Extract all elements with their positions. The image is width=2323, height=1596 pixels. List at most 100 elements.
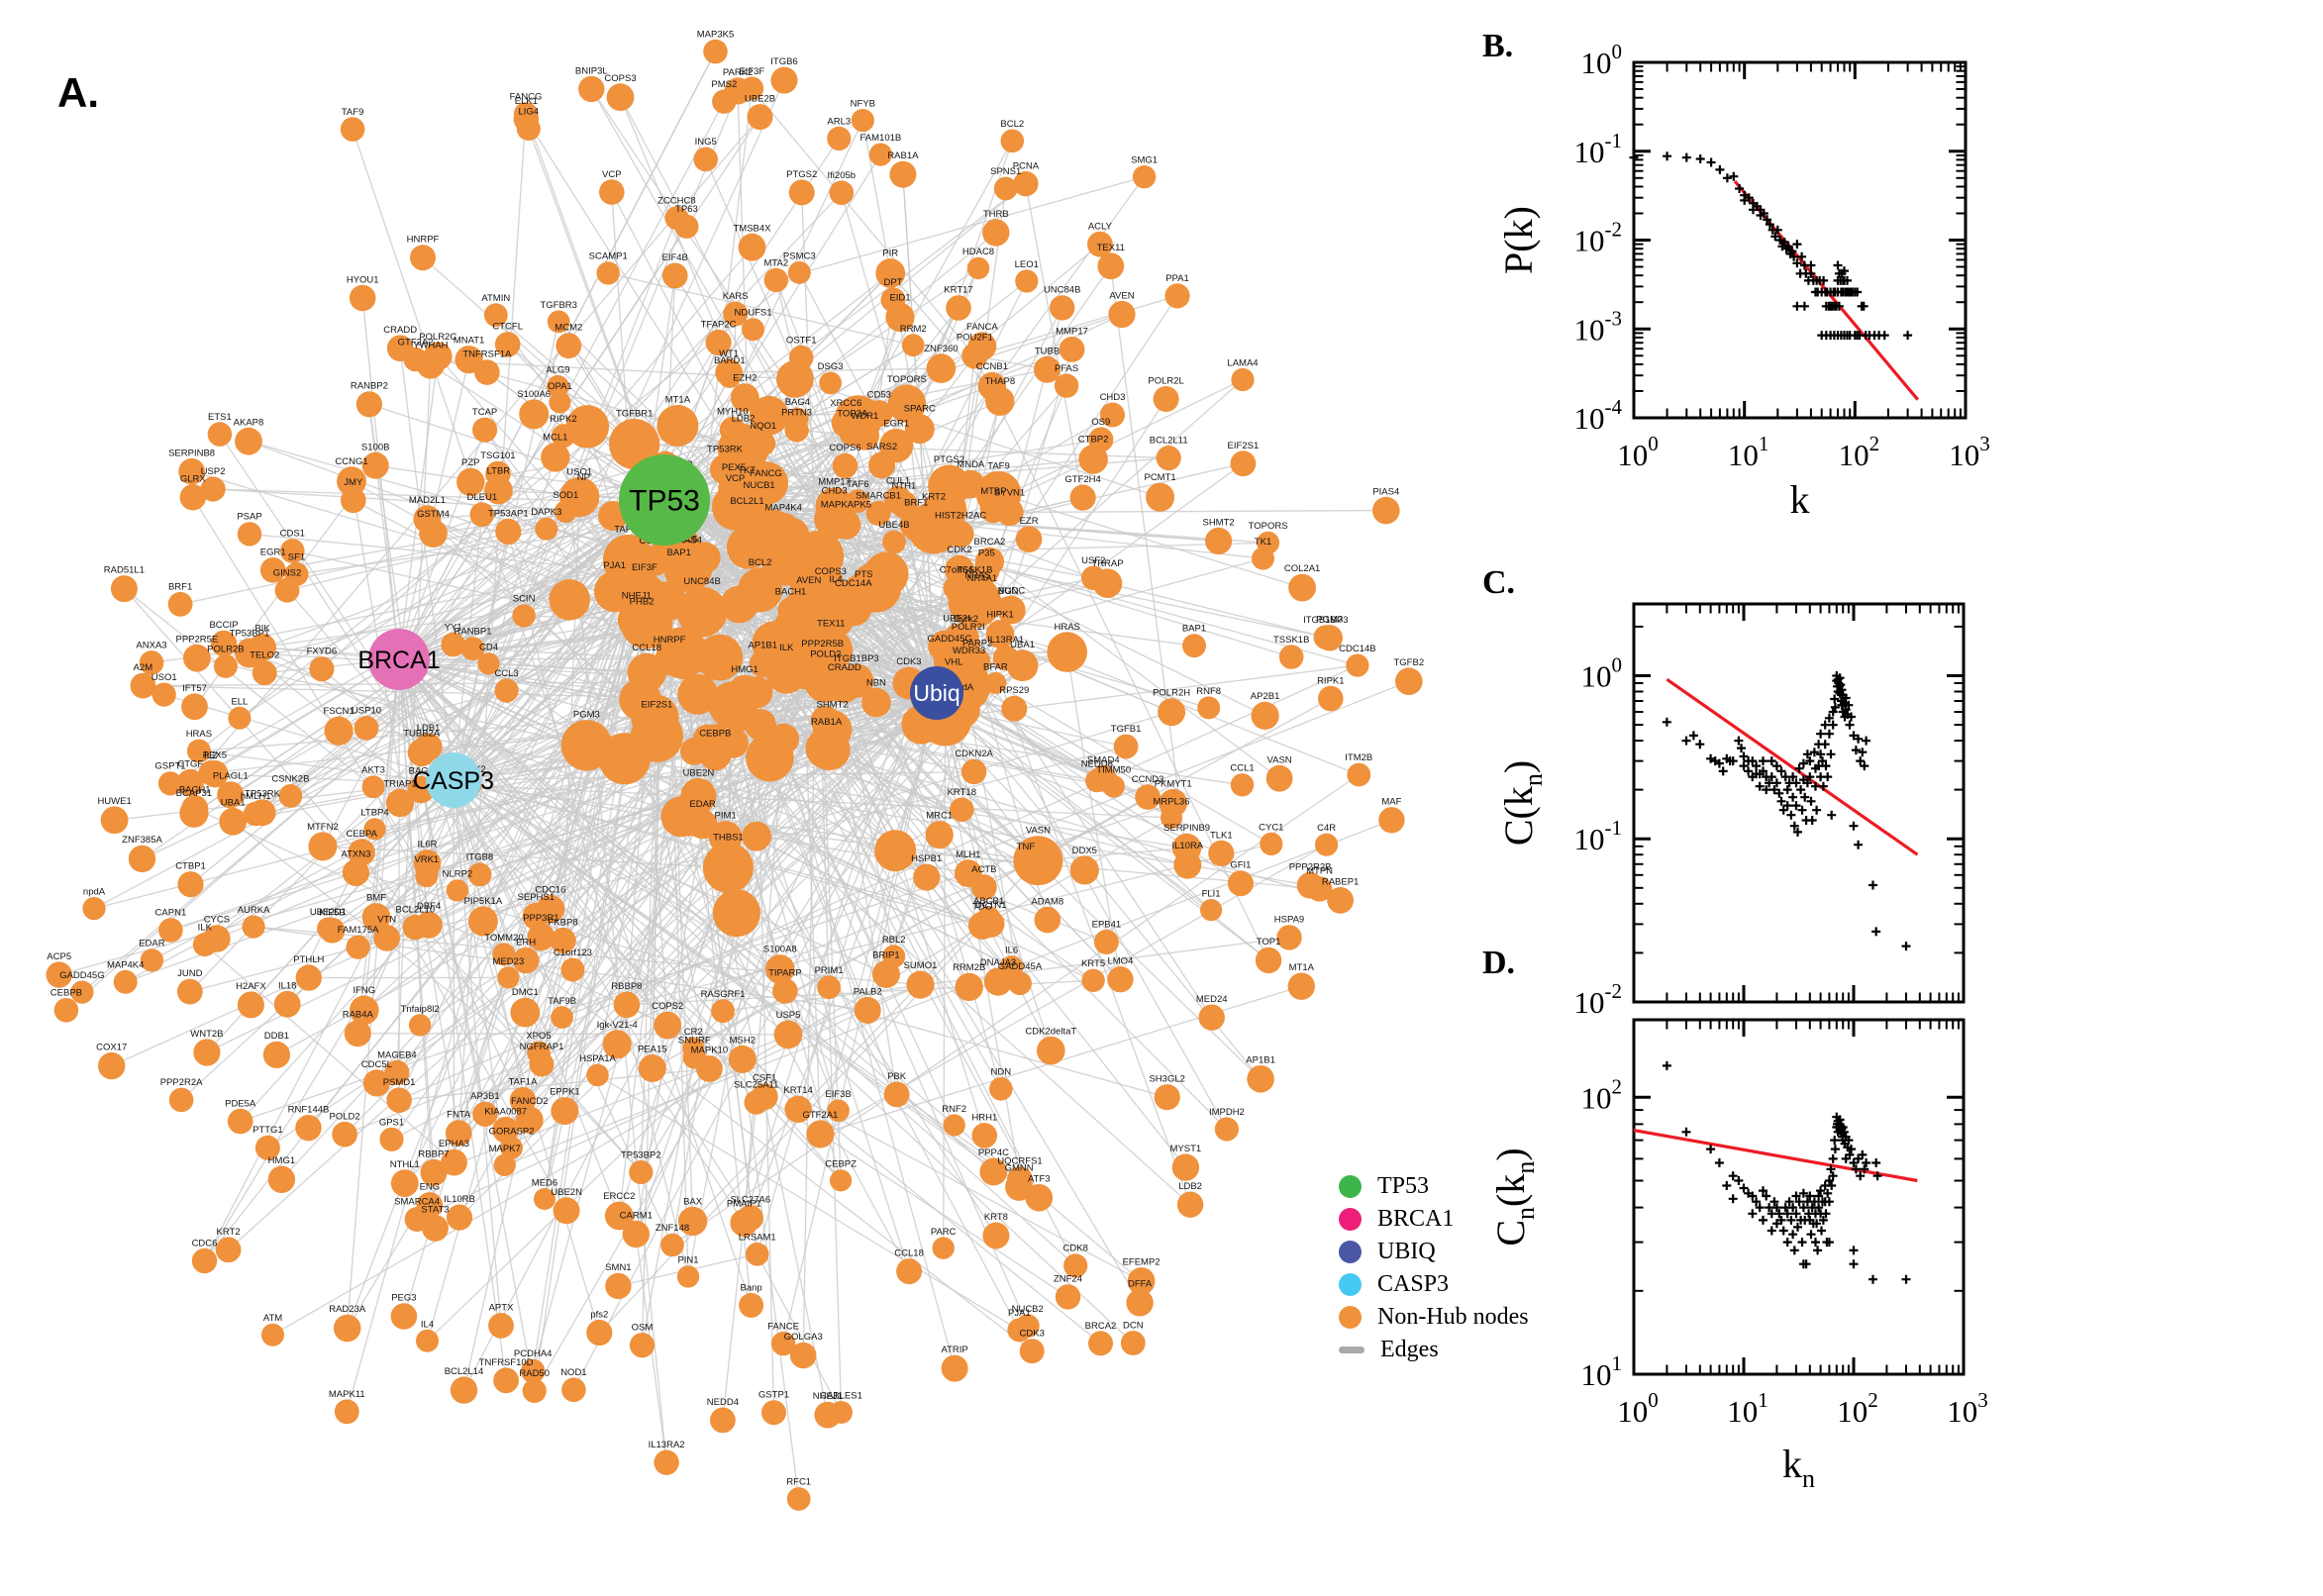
network-edge [398, 658, 1076, 1266]
network-node [259, 557, 286, 583]
network-node [386, 335, 414, 362]
network-node [512, 947, 540, 974]
network-edge [458, 664, 1024, 1219]
gene-label: CDS1 [280, 529, 305, 540]
network-node [1146, 482, 1175, 512]
hub-label-brca1: BRCA1 [357, 647, 440, 674]
data-point [1734, 736, 1744, 746]
gene-label: SMARCB1 [856, 491, 901, 502]
gene-label: TSSK1B [1273, 635, 1309, 646]
gene-label: MTFN2 [307, 822, 339, 833]
network-node [790, 556, 844, 611]
gene-label: CEBPB [50, 988, 82, 999]
network-node [889, 160, 917, 188]
gene-label: MMP17 [818, 477, 851, 488]
gene-label: CCL1 [1230, 763, 1254, 774]
data-point [1805, 756, 1815, 766]
data-point [1740, 195, 1750, 205]
network-node [739, 1292, 764, 1318]
network-node [493, 1153, 516, 1177]
gene-label: P35 [978, 549, 995, 559]
network-node [386, 1087, 412, 1113]
network-node [817, 975, 841, 1000]
data-point [1872, 1171, 1882, 1181]
gene-label: LTBR [487, 466, 511, 477]
data-point [1847, 1145, 1856, 1154]
network-node [983, 967, 1013, 996]
data-point [1827, 810, 1837, 820]
network-node [179, 484, 206, 511]
gene-label: ZNF360 [924, 344, 958, 354]
data-point [1824, 729, 1834, 739]
gene-label: MRC1 [926, 811, 953, 822]
gene-label: TMSB4X [733, 223, 771, 234]
gene-label: TGFB2 [1393, 657, 1424, 668]
network-edge [663, 153, 881, 501]
gene-label: ERCC2 [603, 1191, 635, 1202]
network-node [960, 758, 987, 785]
gene-label: IFNG [353, 985, 375, 996]
network-node [522, 1378, 547, 1403]
gene-label: GINS2 [273, 567, 302, 578]
data-point [1763, 215, 1771, 225]
gene-label: THRB [983, 209, 1009, 220]
data-point [1662, 717, 1671, 727]
y-tick-label: 10-1 [1574, 129, 1623, 169]
gene-label: PJA1 [603, 560, 626, 571]
gene-label: RANBP2 [351, 381, 388, 392]
network-node [761, 1400, 786, 1426]
data-point [1816, 749, 1826, 759]
network-node [1000, 129, 1025, 153]
network-node [1054, 373, 1079, 398]
gene-label: DPT [884, 277, 903, 288]
data-point [1860, 761, 1869, 771]
hub-node-casp3 [426, 752, 481, 808]
data-point [1841, 693, 1851, 703]
gene-label: RAB1A [811, 717, 843, 728]
network-node [1171, 833, 1202, 863]
network-node [1227, 870, 1254, 897]
gene-label: TELO2 [250, 650, 279, 661]
data-point [1830, 1136, 1840, 1146]
network-edge [453, 779, 1040, 1199]
gene-label: RAB4A [343, 1010, 374, 1021]
data-point [1771, 761, 1781, 771]
data-point [1826, 749, 1836, 759]
data-point [1823, 772, 1833, 782]
network-node [1090, 764, 1117, 792]
gene-label: CDC6 [192, 1238, 218, 1248]
gene-label: ZNF24 [1054, 1274, 1082, 1285]
gene-label: PPP2R5E [176, 634, 219, 645]
network-node [1059, 337, 1085, 362]
data-point [1871, 927, 1881, 937]
network-node [629, 1159, 654, 1185]
network-node [742, 821, 771, 851]
network-node [596, 261, 620, 285]
y-tick-label: 10-2 [1574, 979, 1623, 1020]
gene-label: MAP4K4 [764, 502, 802, 513]
gene-label: XRCC6 [830, 398, 861, 409]
gene-label: PMS2 [711, 79, 737, 90]
gene-label: MAD2L1 [409, 495, 446, 506]
gene-label: SERPINB8 [168, 449, 215, 459]
network-node [957, 469, 985, 499]
hub-label-ubiq: Ubiq [913, 680, 960, 706]
network-node [192, 933, 217, 957]
data-point [1806, 1230, 1816, 1240]
network-node [1346, 653, 1369, 677]
network-node [551, 424, 575, 449]
network-node [751, 431, 776, 456]
legend-label: Edges [1380, 1337, 1439, 1362]
gene-label: CYC1 [1259, 822, 1283, 833]
gene-label: AVEN [796, 575, 821, 586]
gene-label: DAPK3 [531, 507, 561, 518]
data-point [1767, 756, 1776, 766]
network-node [1126, 1289, 1154, 1317]
gene-label: THBS1 [713, 832, 744, 843]
network-node [966, 256, 990, 280]
network-node [599, 179, 625, 205]
network-node [362, 1069, 390, 1097]
network-node [885, 302, 915, 333]
gene-label: HNRPF [654, 635, 686, 646]
network-node [1255, 947, 1282, 974]
